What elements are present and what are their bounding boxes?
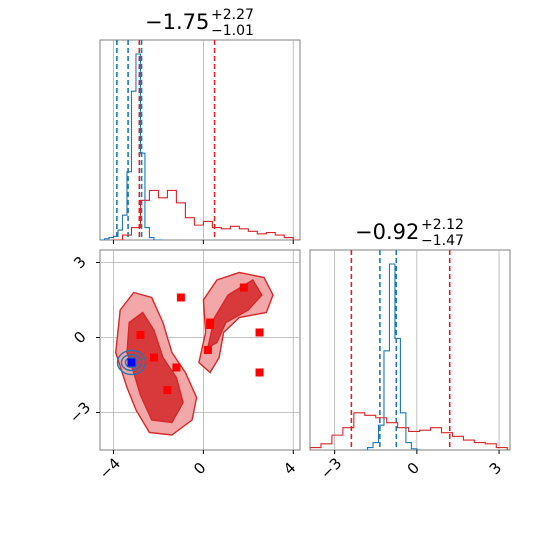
top-left-hist-blue [100, 53, 163, 240]
bottom-left-xtick-label: 0 [190, 459, 209, 478]
red-point-1 [239, 283, 248, 292]
bottom-left-xtick-label: 4 [280, 459, 299, 478]
red-point-7 [149, 353, 158, 362]
bottom-left-ytick-label: 3 [70, 253, 89, 272]
param1-title-value: −1.75 [145, 10, 210, 34]
red-contour-inner-left [126, 311, 184, 424]
param2-title: −0.92 +2.12 −1.47 [355, 218, 464, 248]
top-left-hist-group [100, 40, 300, 240]
bottom-right-xtick-label: 0 [404, 459, 423, 478]
param1-title-upper-error: +2.27 [211, 7, 254, 23]
top-left-hist-red [113, 189, 300, 240]
param2-title-upper-error: +2.12 [421, 217, 464, 233]
blue-contour-1 [120, 353, 143, 372]
blue-contour-0 [116, 349, 147, 376]
red-point-9 [163, 386, 172, 394]
bottom-left-ytick-label: 0 [70, 328, 89, 347]
panel-bottom-right-frame [309, 249, 511, 451]
bottom-right-xtick-label: 3 [486, 459, 505, 478]
red-contour-inner-right [206, 279, 263, 349]
blue-contour-2 [124, 356, 139, 369]
grid-lines [100, 40, 500, 450]
red-point-10 [255, 368, 264, 377]
bottom-left-xtick-label: −4 [96, 454, 124, 482]
histograms [100, 40, 510, 450]
param2-title-lower-error: −1.47 [421, 233, 464, 249]
red-point-6 [203, 346, 212, 354]
blue-point-0 [127, 358, 136, 367]
red-point-3 [206, 321, 215, 329]
bottom-right-hist-blue [362, 263, 423, 450]
bottom-right-xtick-label: −3 [317, 454, 345, 482]
bottom-right-hist-red [310, 412, 510, 450]
red-point-4 [255, 328, 264, 337]
bottom-right-hist-group [310, 250, 510, 450]
panel-bottom-left-frame [99, 249, 301, 451]
param2-title-value: −0.92 [355, 220, 420, 244]
red-point-0 [176, 293, 185, 302]
density-contours [114, 271, 274, 436]
bottom-left-ytick-label: −3 [66, 398, 94, 426]
red-point-8 [172, 363, 181, 372]
param1-title: −1.75 +2.27 −1.01 [145, 8, 254, 38]
scatter-points [127, 283, 264, 394]
red-point-5 [136, 331, 145, 339]
param1-title-lower-error: −1.01 [211, 23, 254, 39]
panel-top-left-frame [99, 39, 301, 241]
